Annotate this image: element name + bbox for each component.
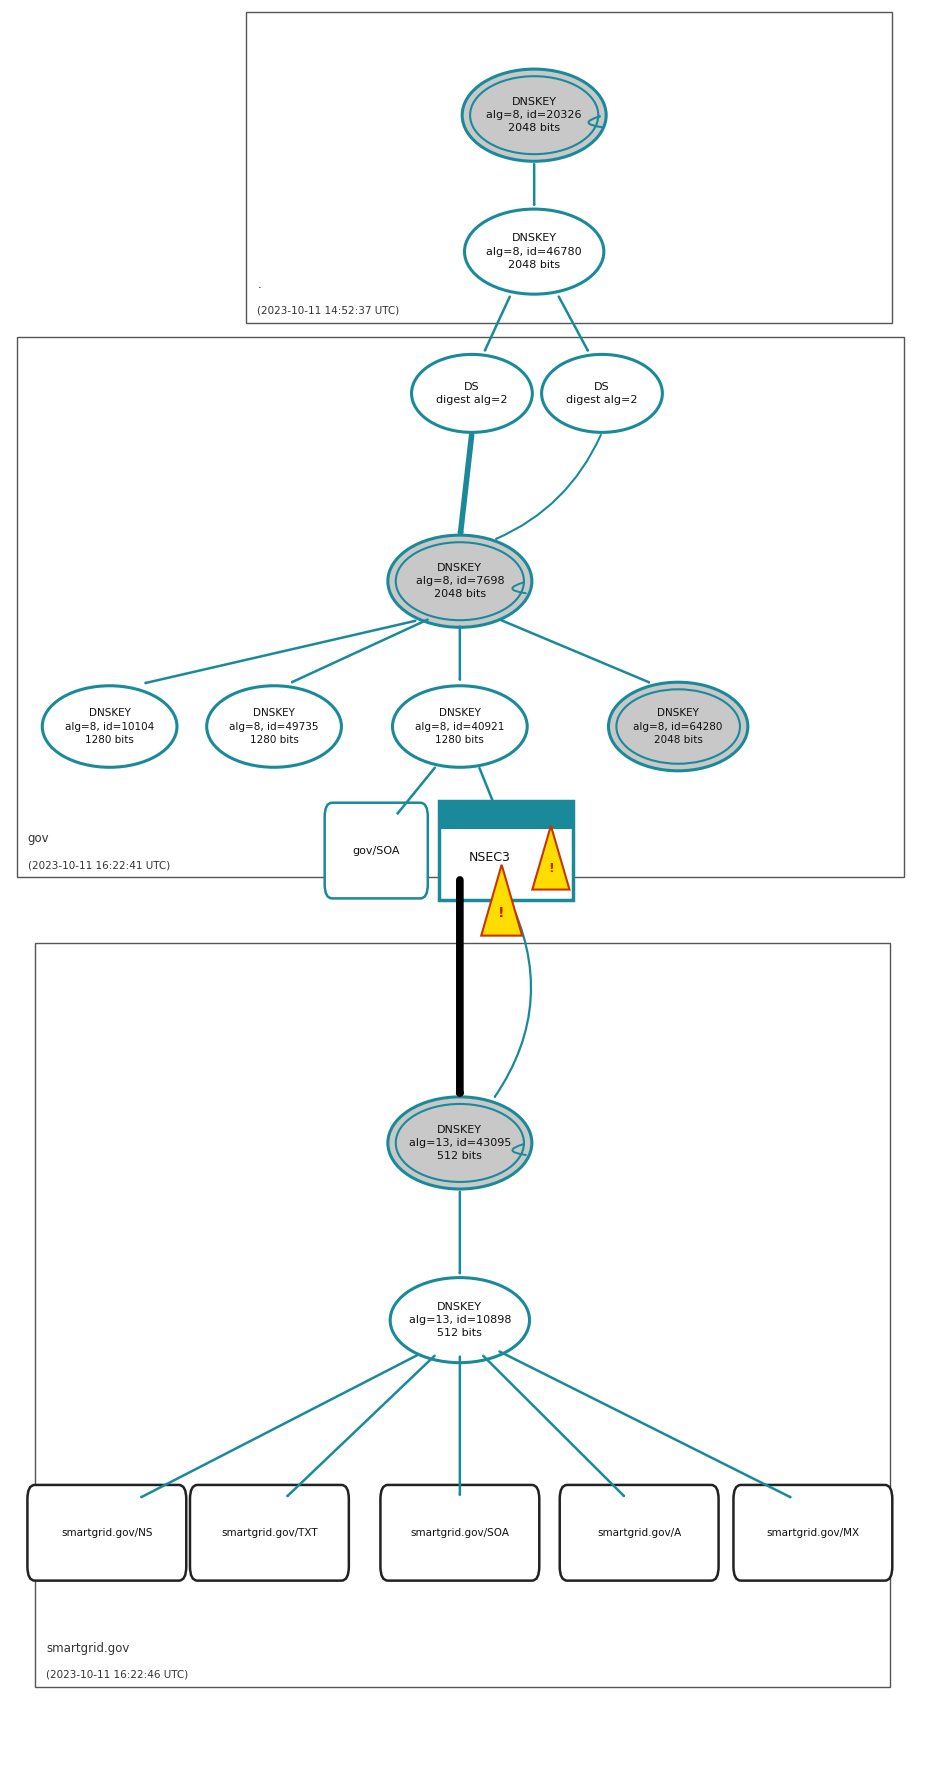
Text: smartgrid.gov: smartgrid.gov (46, 1643, 130, 1655)
Ellipse shape (388, 535, 531, 627)
FancyBboxPatch shape (439, 801, 573, 829)
Text: DNSKEY
alg=8, id=7698
2048 bits: DNSKEY alg=8, id=7698 2048 bits (415, 563, 504, 599)
Ellipse shape (411, 354, 532, 432)
Ellipse shape (390, 1278, 529, 1363)
FancyBboxPatch shape (380, 1485, 538, 1581)
Text: DNSKEY
alg=8, id=49735
1280 bits: DNSKEY alg=8, id=49735 1280 bits (229, 709, 318, 744)
Ellipse shape (470, 76, 598, 154)
FancyBboxPatch shape (189, 1485, 348, 1581)
Text: DNSKEY
alg=13, id=43095
512 bits: DNSKEY alg=13, id=43095 512 bits (408, 1125, 510, 1161)
Text: .: . (257, 278, 261, 291)
Ellipse shape (395, 1104, 523, 1182)
Text: DNSKEY
alg=8, id=10104
1280 bits: DNSKEY alg=8, id=10104 1280 bits (65, 709, 154, 744)
Text: !: ! (498, 905, 504, 920)
Ellipse shape (395, 542, 523, 620)
Text: !: ! (548, 861, 553, 875)
Text: DNSKEY
alg=8, id=40921
1280 bits: DNSKEY alg=8, id=40921 1280 bits (415, 709, 504, 744)
Text: smartgrid.gov/TXT: smartgrid.gov/TXT (221, 1527, 317, 1538)
Text: (2023-10-11 14:52:37 UTC): (2023-10-11 14:52:37 UTC) (257, 305, 399, 315)
Text: (2023-10-11 16:22:46 UTC): (2023-10-11 16:22:46 UTC) (46, 1669, 188, 1680)
Text: NSEC3: NSEC3 (468, 851, 510, 865)
Ellipse shape (392, 686, 527, 767)
FancyBboxPatch shape (439, 801, 573, 900)
Ellipse shape (541, 354, 662, 432)
Text: DNSKEY
alg=13, id=10898
512 bits: DNSKEY alg=13, id=10898 512 bits (408, 1302, 510, 1338)
Polygon shape (532, 826, 569, 890)
Text: DNSKEY
alg=8, id=20326
2048 bits: DNSKEY alg=8, id=20326 2048 bits (486, 97, 581, 133)
Ellipse shape (461, 69, 605, 161)
FancyBboxPatch shape (35, 943, 889, 1687)
Ellipse shape (43, 686, 176, 767)
Ellipse shape (464, 209, 603, 294)
Ellipse shape (615, 689, 740, 764)
Text: smartgrid.gov/NS: smartgrid.gov/NS (61, 1527, 152, 1538)
Text: DNSKEY
alg=8, id=64280
2048 bits: DNSKEY alg=8, id=64280 2048 bits (633, 709, 722, 744)
Ellipse shape (608, 682, 747, 771)
FancyBboxPatch shape (733, 1485, 891, 1581)
Ellipse shape (388, 1097, 531, 1189)
Polygon shape (481, 865, 522, 936)
Text: smartgrid.gov/SOA: smartgrid.gov/SOA (410, 1527, 509, 1538)
Text: smartgrid.gov/MX: smartgrid.gov/MX (766, 1527, 858, 1538)
Text: gov: gov (28, 833, 49, 845)
Text: DS
digest alg=2: DS digest alg=2 (566, 381, 637, 406)
FancyBboxPatch shape (17, 337, 903, 877)
Text: (2023-10-11 16:22:41 UTC): (2023-10-11 16:22:41 UTC) (28, 859, 170, 870)
Text: DS
digest alg=2: DS digest alg=2 (436, 381, 507, 406)
Text: DNSKEY
alg=8, id=46780
2048 bits: DNSKEY alg=8, id=46780 2048 bits (486, 234, 581, 269)
Ellipse shape (206, 686, 341, 767)
FancyBboxPatch shape (559, 1485, 717, 1581)
FancyBboxPatch shape (325, 803, 427, 898)
FancyBboxPatch shape (28, 1485, 186, 1581)
Text: smartgrid.gov/A: smartgrid.gov/A (597, 1527, 680, 1538)
FancyBboxPatch shape (246, 12, 891, 323)
Text: gov/SOA: gov/SOA (352, 845, 400, 856)
